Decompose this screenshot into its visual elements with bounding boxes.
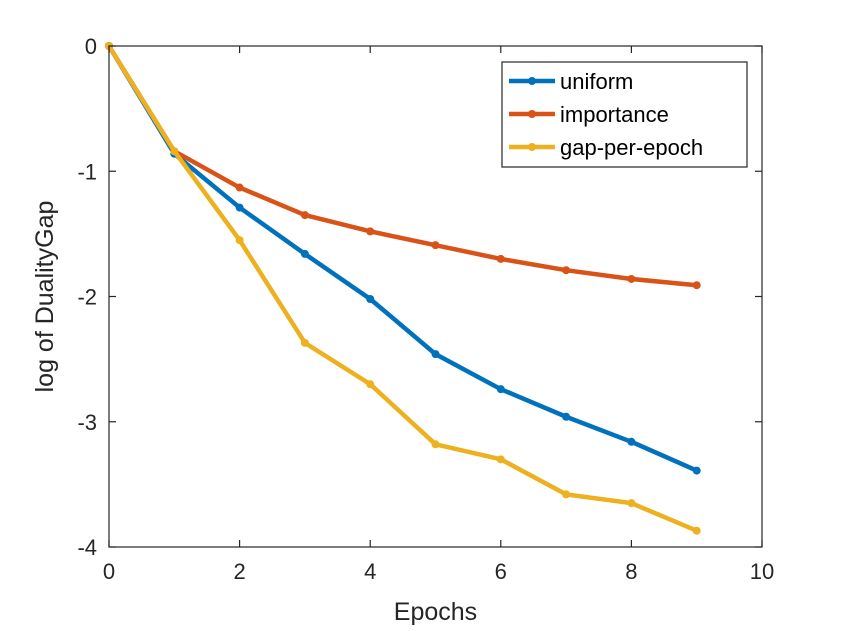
- legend-entry-gap-per-epoch: gap-per-epoch: [509, 135, 703, 160]
- y-tick-label: -1: [77, 159, 97, 184]
- data-point-uniform-4: [366, 295, 375, 304]
- data-point-gap-per-epoch-3: [300, 338, 309, 347]
- data-point-importance-3: [300, 211, 309, 220]
- data-point-gap-per-epoch-2: [235, 236, 244, 245]
- legend-entry-importance: importance: [509, 102, 669, 127]
- data-point-uniform-5: [431, 350, 440, 359]
- series-line-gap-per-epoch: [106, 43, 699, 533]
- y-tick-label: -4: [77, 535, 97, 560]
- x-tick-label: 6: [495, 559, 507, 584]
- data-point-gap-per-epoch-7: [562, 490, 571, 499]
- x-tick-label: 2: [233, 559, 245, 584]
- data-point-gap-per-epoch-4: [366, 380, 375, 389]
- x-tick-label: 4: [364, 559, 376, 584]
- data-point-gap-per-epoch-1: [170, 147, 179, 156]
- legend-marker: [528, 110, 536, 118]
- legend-label: uniform: [560, 69, 633, 94]
- data-point-gap-per-epoch-9: [692, 526, 701, 535]
- data-point-gap-per-epoch-6: [496, 455, 505, 464]
- data-point-uniform-9: [692, 466, 701, 475]
- data-point-uniform-7: [562, 412, 571, 421]
- y-tick-label: 0: [85, 34, 97, 59]
- data-point-importance-6: [496, 254, 505, 263]
- data-point-importance-2: [235, 183, 244, 192]
- legend-entry-uniform: uniform: [509, 69, 633, 94]
- legend-label: gap-per-epoch: [560, 135, 703, 160]
- data-point-uniform-3: [300, 249, 309, 258]
- data-point-importance-7: [562, 266, 571, 275]
- y-tick-label: -2: [77, 285, 97, 310]
- series-gap-per-epoch: [105, 42, 701, 535]
- data-point-importance-5: [431, 241, 440, 250]
- series-line-uniform: [106, 43, 699, 473]
- series-layer: [105, 42, 701, 535]
- data-point-importance-4: [366, 227, 375, 236]
- x-axis-label: Epochs: [394, 598, 477, 626]
- ticks-layer: 0 2 4 6 8 10 0 -1 -2 -3 -4: [77, 34, 774, 584]
- series-line-importance: [106, 43, 699, 288]
- y-axis-label: log of DualityGap: [31, 201, 59, 393]
- x-tick-label: 0: [103, 559, 115, 584]
- data-point-importance-9: [692, 281, 701, 290]
- data-point-uniform-6: [496, 385, 505, 394]
- legend-label: importance: [560, 102, 669, 127]
- data-point-gap-per-epoch-5: [431, 440, 440, 449]
- data-point-uniform-8: [627, 437, 636, 446]
- data-point-gap-per-epoch-8: [627, 499, 636, 508]
- data-point-uniform-2: [235, 203, 244, 212]
- legend-marker: [528, 143, 536, 151]
- y-tick-label: -3: [77, 410, 97, 435]
- x-tick-label: 8: [625, 559, 637, 584]
- x-tick-label: 10: [750, 559, 774, 584]
- legend-marker: [528, 77, 536, 85]
- legend: uniform importance gap-per-epoch: [501, 61, 748, 168]
- data-point-importance-8: [627, 274, 636, 283]
